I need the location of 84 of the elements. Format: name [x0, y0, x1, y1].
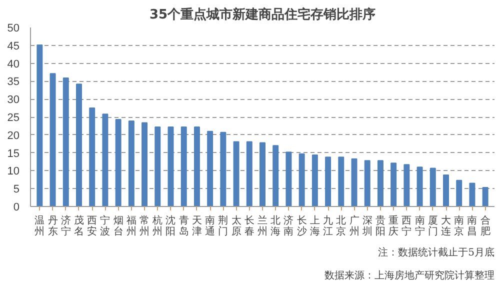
x-tick-label: 济宁	[60, 214, 71, 238]
x-tick-label: 南京	[454, 214, 464, 238]
x-tick-label: 西宁	[402, 216, 412, 238]
y-tick-label: 15	[7, 148, 20, 160]
bar	[168, 126, 174, 206]
x-tick-label: 茂名	[74, 214, 84, 238]
x-tick-label: 深圳	[361, 214, 372, 238]
bar	[377, 160, 384, 206]
bar	[233, 141, 240, 206]
bar	[194, 126, 200, 206]
x-tick-label: 兰州	[258, 214, 268, 238]
bar	[50, 73, 56, 206]
y-tick-label: 5	[13, 184, 20, 196]
bar	[456, 180, 462, 206]
x-tick-label: 合肥	[480, 214, 490, 238]
x-tick-label: 长沙	[296, 214, 307, 238]
bar	[102, 114, 108, 206]
bar	[390, 162, 397, 206]
x-tick-label: 西安	[87, 216, 98, 238]
bar	[298, 153, 305, 206]
bar	[180, 126, 187, 206]
x-tick-label: 沈阳	[166, 214, 176, 238]
bar	[364, 160, 370, 206]
y-tick-label: 20	[7, 130, 20, 142]
bar	[482, 187, 488, 206]
bar	[469, 182, 476, 206]
bar	[142, 122, 148, 206]
source-note: 数据来源：上海房地产研究院计算整理	[324, 270, 494, 282]
bar	[246, 141, 252, 206]
bar	[207, 130, 214, 206]
y-tick-label: 10	[7, 166, 20, 178]
bar	[76, 84, 82, 206]
x-tick-label: 烟台	[113, 214, 124, 238]
x-tick-label: 南昌	[467, 214, 478, 238]
chart-title: 35个重点城市新建商品住宅存销比排序	[149, 6, 376, 22]
y-tick-label: 50	[7, 22, 20, 34]
x-tick-label: 杭州	[152, 214, 163, 238]
text: 注：数据统计截止于5月底	[378, 246, 495, 258]
x-tick-label: 北京	[336, 214, 346, 238]
x-tick-label: 荆门	[218, 214, 228, 238]
y-tick-label: 30	[7, 94, 20, 106]
x-tick-label: 广州	[349, 214, 360, 238]
x-tick-label: 济南	[284, 214, 294, 238]
x-tick-label: 上海	[310, 214, 320, 238]
x-tick-label: 太原	[231, 214, 242, 238]
y-tick-label: 35	[7, 76, 20, 88]
x-tick-label: 大连	[441, 214, 452, 238]
y-tick-label: 40	[7, 58, 20, 70]
bar	[351, 158, 358, 206]
x-tick-label: 温州	[34, 214, 45, 238]
x-tick-label: 天津	[192, 216, 202, 238]
x-tick-label: 重庆	[388, 214, 399, 238]
bar	[272, 145, 279, 206]
bar	[89, 108, 96, 206]
x-tick-label: 南通	[205, 214, 216, 238]
x-tick-label: 常州	[140, 214, 150, 238]
bar	[128, 120, 134, 206]
bar	[416, 166, 423, 206]
x-tick-label: 厦门	[428, 216, 438, 238]
bar	[286, 152, 292, 206]
bar	[36, 44, 43, 206]
y-tick-label: 0	[13, 202, 20, 214]
bar	[443, 174, 449, 206]
x-tick-label: 北海	[270, 214, 281, 238]
bar	[338, 156, 344, 206]
bar	[404, 164, 410, 206]
bar	[312, 154, 318, 206]
x-tick-label: 丹东	[48, 216, 58, 238]
bar	[260, 142, 266, 206]
y-tick-label: 45	[7, 40, 20, 52]
x-tick-label: 宁波	[100, 214, 110, 238]
x-tick-label: 九江	[323, 214, 334, 238]
x-tick-label: 贵阳	[375, 214, 386, 238]
y-tick-label: 25	[7, 112, 20, 124]
bar	[62, 77, 69, 206]
bar	[154, 126, 161, 206]
x-tick-label: 南宁	[414, 214, 425, 238]
x-tick-label: 福州	[126, 214, 136, 238]
bar	[220, 132, 226, 206]
bar	[430, 168, 436, 206]
x-tick-label: 长春	[244, 214, 254, 238]
bar	[115, 119, 122, 206]
bar	[325, 156, 332, 206]
x-tick-label: 青岛	[178, 214, 189, 238]
